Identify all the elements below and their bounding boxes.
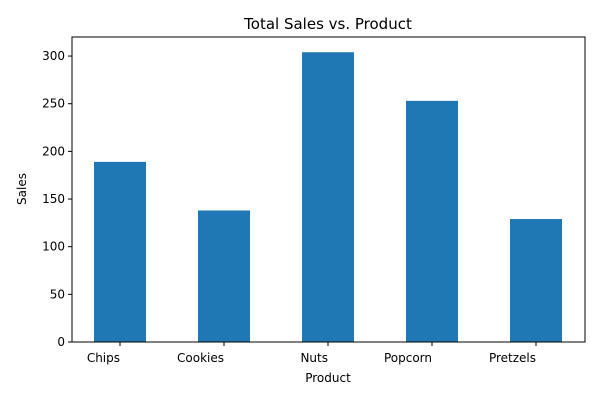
x-axis: Chips Cookies Nuts Popcorn Pretzels [87, 342, 537, 365]
chart-title: Total Sales vs. Product [243, 15, 412, 33]
x-tick-label-chips: Chips [87, 351, 120, 365]
bar-popcorn [406, 100, 458, 342]
x-tick-label-popcorn: Popcorn [384, 351, 432, 365]
x-tick-label-nuts: Nuts [300, 351, 328, 365]
x-tick-label-cookies: Cookies [177, 351, 224, 365]
y-axis: 0 50 100 150 200 250 300 [42, 49, 72, 349]
plot-frame [71, 36, 586, 343]
x-tick-label-pretzels: Pretzels [489, 351, 536, 365]
y-tick-label-100: 100 [42, 240, 65, 254]
x-axis-label: Product [305, 371, 351, 385]
y-tick-label-250: 250 [42, 97, 65, 111]
bar-chips [94, 161, 146, 342]
y-tick-label-50: 50 [50, 287, 65, 301]
y-tick-label-0: 0 [57, 335, 65, 349]
y-tick-label-200: 200 [42, 144, 65, 158]
y-tick-label-150: 150 [42, 192, 65, 206]
y-tick-label-300: 300 [42, 49, 65, 63]
bar-pretzels [510, 219, 562, 342]
bars-layer [94, 52, 562, 342]
y-axis-label: Sales [15, 173, 29, 205]
bar-nuts [302, 52, 354, 342]
bar-cookies [198, 210, 250, 342]
